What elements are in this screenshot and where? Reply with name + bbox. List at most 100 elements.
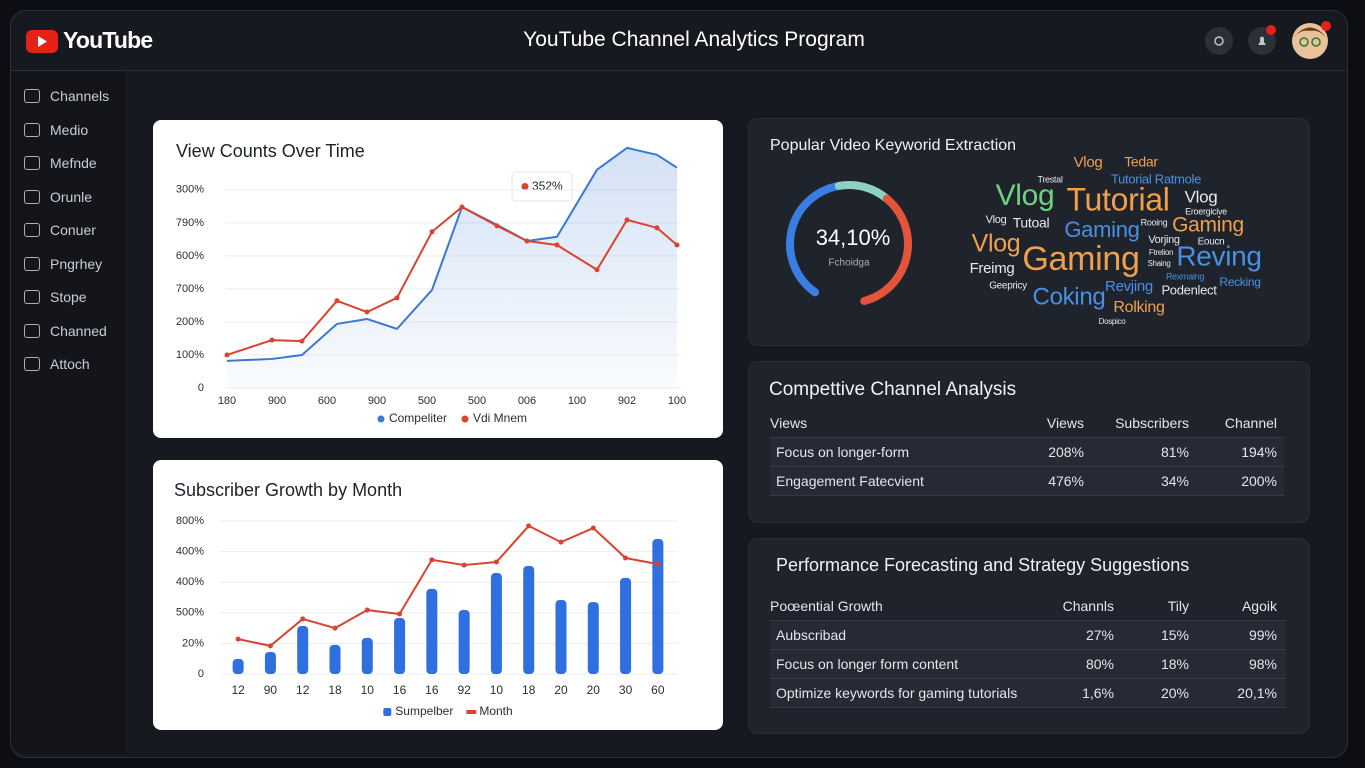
table-cell: 99% <box>1248 627 1277 643</box>
x-tick-label: 20 <box>554 683 568 697</box>
keyword: Rexmaing <box>1166 271 1204 281</box>
header-actions <box>1205 21 1331 59</box>
bar <box>297 625 309 674</box>
table-cell: 34% <box>1160 473 1189 489</box>
legend-swatch <box>466 710 477 714</box>
nav-item[interactable]: Stope <box>24 289 87 305</box>
nav-icon <box>24 323 40 338</box>
keyword: Revjing <box>1105 278 1153 295</box>
point <box>654 225 660 231</box>
x-tick-label: 18 <box>522 683 536 697</box>
keyword: Vlog <box>972 230 1021 258</box>
point <box>624 217 630 223</box>
forecast-panel: Performance Forecasting and Strategy Sug… <box>748 538 1310 734</box>
panel-title: Popular Video Keyworid Extraction <box>770 137 1016 154</box>
point <box>364 607 370 613</box>
nav-item[interactable]: Pngrhey <box>24 256 102 272</box>
x-tick-label: 500 <box>418 395 436 407</box>
keyword: Tutorial <box>1066 181 1169 217</box>
settings-icon <box>1214 36 1224 46</box>
table-cell: 208% <box>1048 444 1084 460</box>
nav-item[interactable]: Medio <box>24 122 88 138</box>
nav-icon <box>24 156 40 170</box>
point <box>334 298 340 304</box>
point <box>267 643 273 649</box>
keyword: Geepricy <box>989 281 1027 292</box>
nav-item[interactable]: Mefnde <box>24 155 97 171</box>
y-tick-label: 800% <box>176 515 204 527</box>
settings-button[interactable] <box>1205 27 1233 55</box>
point <box>224 352 230 358</box>
keyword: Vlog <box>1185 187 1218 206</box>
avatar[interactable] <box>1292 23 1328 59</box>
point <box>461 562 467 568</box>
table-cell: 476% <box>1048 473 1084 489</box>
x-tick-label: 100 <box>568 395 586 407</box>
point <box>526 523 532 529</box>
chart-card: View Counts Over Time 352% 0 100% 200% 700%… <box>153 120 723 438</box>
x-tick-label: 180 <box>218 395 236 407</box>
point <box>394 295 400 301</box>
nav-item[interactable]: Conuer <box>24 222 96 238</box>
chart: Subscriber Growth by Month 0 20% 500% 400% 4… <box>174 480 678 718</box>
bar <box>426 588 438 674</box>
point <box>429 557 435 563</box>
bar <box>232 659 244 674</box>
nav-item[interactable]: Orunle <box>24 189 92 205</box>
y-tick-label: 400% <box>176 576 204 588</box>
table-cell: 98% <box>1248 656 1277 672</box>
bar <box>264 651 276 674</box>
x-tick-label: 902 <box>618 395 636 407</box>
legend-swatch <box>461 415 469 423</box>
chart-card: Subscriber Growth by Month 0 20% 500% 400% 4… <box>153 460 723 730</box>
avatar-glasses <box>1311 37 1321 47</box>
panel-title: Performance Forecasting and Strategy Sug… <box>776 555 1190 575</box>
nav-label: Pngrhey <box>50 255 103 272</box>
table-cell: Focus on longer-form <box>776 444 910 460</box>
table: Views Views Subscribers Channel Focus on lon… <box>770 409 1284 496</box>
table-row: Focus on longer form content 80% 18% 98% <box>770 650 1286 679</box>
sidebar <box>11 71 125 755</box>
x-tick-label: 10 <box>490 683 504 697</box>
x-tick-label: 18 <box>328 683 342 697</box>
table-cell: 81% <box>1160 444 1189 460</box>
keyword: Eroergicive <box>1185 206 1227 216</box>
point <box>623 555 629 561</box>
nav-item[interactable]: Channels <box>24 88 109 104</box>
keyword: Vlog <box>986 214 1007 226</box>
column-header: Agoik <box>1241 598 1277 614</box>
table-cell: 15% <box>1160 627 1189 643</box>
legend-label: Compeliter <box>389 411 447 425</box>
keyword: Shaing <box>1147 259 1170 268</box>
table-row: Engagement Fatecvient 476% 34% 200% <box>770 467 1284 496</box>
nav-item[interactable]: Attoch <box>24 356 90 372</box>
table-header: Views Views Subscribers Channel <box>770 409 1284 438</box>
bar <box>490 573 502 674</box>
nav-icon <box>24 122 40 137</box>
x-tick-label: 12 <box>231 683 245 697</box>
point <box>332 625 338 631</box>
bar <box>587 602 599 674</box>
nav-icon <box>24 89 40 103</box>
nav-icon <box>24 189 40 204</box>
y-tick-label: 20% <box>182 637 204 649</box>
table-cell: 1,6% <box>1082 685 1114 701</box>
table-cell: Engagement Fatecvient <box>776 473 924 489</box>
nav-icon <box>24 223 40 237</box>
x-tick-label: 10 <box>361 683 375 697</box>
gauge-caption: Fchoidga <box>828 258 870 269</box>
keyword: Rooing <box>1141 217 1168 227</box>
nav-label: Channels <box>50 88 110 104</box>
point <box>364 309 370 315</box>
top-bar <box>11 11 1346 71</box>
point <box>397 611 403 617</box>
nav-item[interactable]: Channed <box>24 323 107 339</box>
x-tick-label: 100 <box>668 395 686 407</box>
logo[interactable]: YouTube <box>24 28 154 56</box>
column-header: Tily <box>1167 598 1189 614</box>
y-tick-label: 0 <box>198 382 204 394</box>
avatar-glasses <box>1299 37 1309 47</box>
x-tick-label: 900 <box>268 395 286 407</box>
avatar-hair <box>1294 27 1326 37</box>
panel-title: Compettive Channel Analysis <box>769 379 1017 400</box>
